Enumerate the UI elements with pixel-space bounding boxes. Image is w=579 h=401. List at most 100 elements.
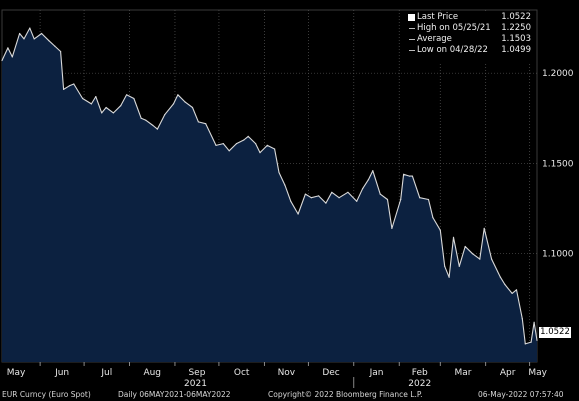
data-point <box>471 253 474 255</box>
data-point <box>530 341 532 343</box>
data-point <box>411 175 413 177</box>
data-point <box>533 321 535 323</box>
last-price-badge: 1.0522 <box>539 327 571 338</box>
data-point <box>367 179 369 181</box>
data-point <box>73 83 75 85</box>
date-range: Daily 06MAY2021-06MAY2022 <box>118 390 231 399</box>
price-area-fill <box>2 28 537 362</box>
data-point <box>33 38 35 40</box>
data-point <box>48 40 50 42</box>
data-point <box>274 148 276 150</box>
data-point <box>386 198 389 201</box>
data-point <box>63 88 65 90</box>
last-price-swatch-icon <box>408 14 415 21</box>
data-point <box>403 173 405 175</box>
x-tick-label: Sep <box>188 368 205 378</box>
data-point <box>95 96 97 98</box>
data-point <box>266 144 268 146</box>
data-point <box>60 50 62 53</box>
x-tick-label: Jan <box>369 368 384 378</box>
data-point <box>41 32 43 35</box>
x-tick-label: Jul <box>100 368 112 378</box>
data-point <box>408 175 411 177</box>
data-point <box>184 101 186 103</box>
data-point <box>19 32 21 35</box>
data-point <box>29 27 31 29</box>
data-point <box>133 97 135 100</box>
data-point <box>400 198 402 201</box>
legend-value: 1.0522 <box>501 12 531 22</box>
x-tick-label: May <box>528 368 547 378</box>
data-point <box>304 193 306 195</box>
data-point <box>205 123 207 125</box>
y-tick-label: 1.1500 <box>542 159 574 169</box>
data-point <box>536 339 538 341</box>
chart-footer: EUR Curncy (Euro Spot) Daily 06MAY2021-0… <box>0 389 579 401</box>
data-point <box>255 143 257 145</box>
legend-value: 1.0499 <box>501 45 531 55</box>
data-point <box>228 150 230 152</box>
data-point <box>278 171 280 174</box>
data-point <box>126 94 128 96</box>
legend-item-last-price: Last Price 1.0522 <box>405 12 535 23</box>
data-point <box>247 135 249 137</box>
data-point <box>325 202 327 204</box>
data-point <box>284 184 286 186</box>
data-point <box>191 106 194 109</box>
x-tick-label: Nov <box>278 368 296 378</box>
y-tick-label: 1.1000 <box>542 250 574 260</box>
data-point <box>338 197 340 199</box>
x-tick-label: Aug <box>143 368 161 378</box>
data-point <box>177 94 179 96</box>
legend-label: Average <box>417 34 452 44</box>
data-point <box>140 117 142 119</box>
dash-icon <box>409 50 415 51</box>
data-point <box>439 229 441 231</box>
data-point <box>372 170 374 172</box>
data-point <box>318 195 320 197</box>
data-point <box>222 143 224 145</box>
data-point <box>444 265 446 267</box>
data-point <box>479 258 481 260</box>
legend-value: 1.1503 <box>501 34 531 44</box>
data-point <box>172 103 175 105</box>
data-point <box>120 105 122 107</box>
dash-icon <box>409 28 415 29</box>
data-point <box>419 197 421 199</box>
data-point <box>1 59 3 62</box>
legend-item-low: Low on 04/28/22 1.0499 <box>405 45 535 56</box>
y-tick-label: 1.2000 <box>542 69 574 79</box>
data-point <box>101 112 103 114</box>
data-point <box>448 276 450 278</box>
data-point <box>452 236 455 238</box>
legend-value: 1.2250 <box>501 23 531 33</box>
data-point <box>90 103 92 105</box>
data-point <box>347 191 349 193</box>
price-area <box>1 27 538 362</box>
data-point <box>491 258 493 260</box>
data-point <box>152 124 154 127</box>
data-point <box>7 47 9 49</box>
data-point <box>464 245 466 248</box>
dash-icon <box>409 39 415 40</box>
data-point <box>310 197 312 199</box>
data-point <box>82 97 84 100</box>
data-point <box>521 318 523 320</box>
x-axis: May Jun Jul Aug Sep Oct Nov Dec Jan Feb Mar Apr May 2… <box>7 362 548 389</box>
data-point <box>11 56 13 58</box>
legend-label: Last Price <box>417 12 459 22</box>
data-point <box>215 144 217 146</box>
data-point <box>379 193 381 195</box>
data-point <box>23 38 25 40</box>
data-point <box>524 343 526 345</box>
data-point <box>511 292 513 294</box>
price-line <box>1 27 538 345</box>
data-point <box>235 143 238 145</box>
x-tick-label: Dec <box>322 368 339 378</box>
copyright: Copyright© 2022 Bloomberg Finance L.P. <box>268 390 423 399</box>
data-point <box>458 265 460 267</box>
x-tick-label: Jun <box>54 368 69 378</box>
data-point <box>504 283 506 285</box>
data-point <box>483 227 485 229</box>
